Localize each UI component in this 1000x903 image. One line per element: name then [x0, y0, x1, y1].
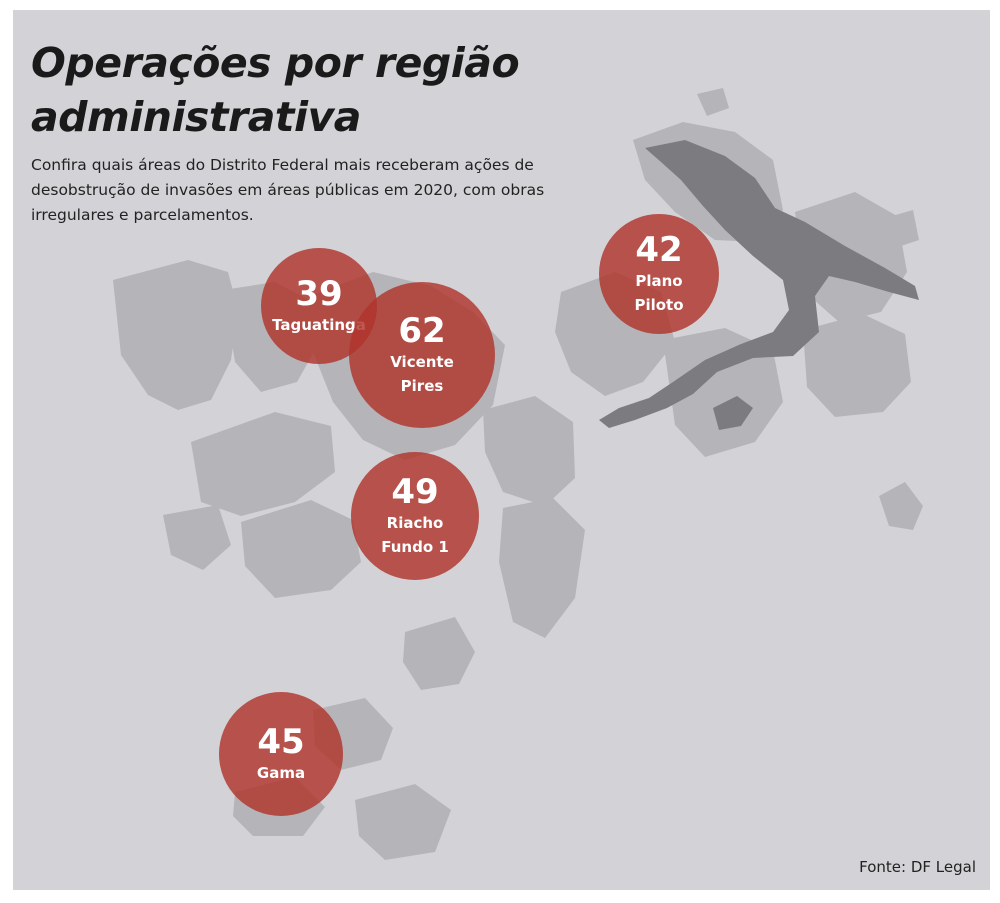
title-line-2: administrativa	[31, 93, 361, 141]
bubble-value: 45	[257, 722, 305, 762]
map-area-paranoa	[879, 482, 923, 530]
map-area-santa-maria	[403, 617, 475, 690]
bubble-plano-piloto: 42 Plano Piloto	[599, 214, 719, 334]
page-title: Operações por região administrativa	[31, 36, 520, 144]
infographic-panel: Operações por região administrativa Conf…	[13, 10, 990, 890]
bubble-riacho-fundo-1: 49 Riacho Fundo 1	[351, 452, 479, 580]
map-area-northwest	[697, 88, 729, 116]
map-area-gama-east	[355, 784, 451, 860]
map-area-samambaia	[163, 505, 231, 570]
bubble-value: 49	[391, 472, 439, 512]
bubble-gama: 45 Gama	[219, 692, 343, 816]
paranoa-lake	[599, 140, 919, 428]
map-area-nucleo	[483, 396, 575, 506]
bubble-vicente-pires: 62 Vicente Pires	[349, 282, 495, 428]
subtitle: Confira quais áreas do Distrito Federal …	[31, 156, 545, 224]
bubble-value: 42	[635, 230, 683, 270]
paranoa-lake-arm	[713, 396, 753, 430]
bubble-label: Taguatinga	[272, 316, 366, 334]
map-area-ceilandia	[113, 260, 238, 410]
bubble-value: 62	[398, 311, 446, 351]
map-area-recanto	[241, 500, 361, 598]
bubble-label: Vicente Pires	[390, 353, 454, 395]
map-area-lake-south	[663, 328, 783, 457]
title-line-1: Operações por região	[31, 39, 520, 87]
bubble-value: 39	[295, 274, 343, 314]
map-area-jardim	[803, 314, 911, 417]
bubble-label: Gama	[256, 764, 306, 782]
bubble-label: Plano Piloto	[634, 272, 684, 314]
map-area-park-south	[499, 498, 585, 638]
source-note: Fonte: DF Legal	[859, 858, 976, 876]
bubble-label: Riacho Fundo 1	[381, 514, 449, 556]
map-area-southwest	[191, 412, 335, 516]
map-area-sobradinho	[885, 210, 919, 248]
federal-district-map	[113, 88, 923, 860]
